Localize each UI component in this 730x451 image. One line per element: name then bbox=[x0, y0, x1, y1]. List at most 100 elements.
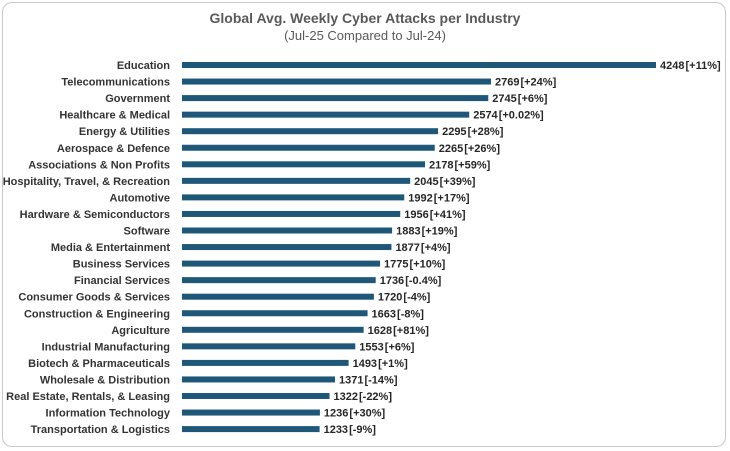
data-label-change: [ bbox=[468, 126, 472, 138]
bar bbox=[182, 376, 335, 383]
data-label-change: [ bbox=[685, 60, 689, 72]
data-label: 1736[-0.4%] bbox=[380, 275, 442, 287]
data-label-change-value: +41% bbox=[433, 209, 462, 221]
bar bbox=[182, 144, 435, 151]
data-label-value: 1628 bbox=[368, 325, 392, 337]
data-label-change: [ bbox=[440, 176, 444, 188]
data-label-value: 1720 bbox=[378, 292, 402, 304]
data-label-change: [ bbox=[349, 408, 353, 420]
data-label-value: 1553 bbox=[359, 341, 383, 353]
bar bbox=[182, 95, 489, 102]
category-label: Healthcare & Medical bbox=[59, 110, 170, 122]
bar bbox=[182, 227, 393, 234]
bar bbox=[182, 326, 364, 333]
data-label-change: [ bbox=[349, 424, 353, 436]
bar bbox=[182, 359, 349, 366]
category-label: Hospitality, Travel, & Recreation bbox=[3, 176, 171, 188]
data-label-value: 1322 bbox=[334, 391, 358, 403]
bar bbox=[182, 260, 381, 267]
data-label-value: 2295 bbox=[442, 126, 466, 138]
category-label: Automotive bbox=[110, 192, 171, 204]
data-label: 1883[+19%] bbox=[396, 226, 458, 238]
data-label-value: 1663 bbox=[372, 308, 396, 320]
data-label: 2769[+24%] bbox=[495, 77, 557, 89]
data-label-change: [ bbox=[422, 226, 426, 238]
data-label: 1720[-4%] bbox=[378, 292, 431, 304]
bar bbox=[182, 343, 356, 350]
data-label-change: [ bbox=[518, 93, 522, 105]
chart-subtitle: (Jul-25 Compared to Jul-24) bbox=[284, 28, 446, 43]
bar bbox=[182, 409, 320, 416]
data-label: 1663[-8%] bbox=[372, 308, 425, 320]
data-label-change: [ bbox=[421, 242, 425, 254]
data-label-change: [ bbox=[397, 308, 401, 320]
data-label-change-value: -8% bbox=[401, 308, 421, 320]
chart-title: Global Avg. Weekly Cyber Attacks per Ind… bbox=[209, 10, 521, 26]
data-label-change: [ bbox=[434, 192, 438, 204]
data-label-change-value: +11% bbox=[689, 60, 717, 72]
data-label-change: [ bbox=[385, 341, 389, 353]
data-label: 1233[-9%] bbox=[324, 424, 377, 436]
data-label-value: 1236 bbox=[324, 408, 348, 420]
category-label: Media & Entertainment bbox=[51, 242, 171, 254]
category-label: Construction & Engineering bbox=[24, 308, 170, 320]
category-label: Telecommunications bbox=[61, 77, 170, 89]
category-label: Real Estate, Rentals, & Leasing bbox=[6, 391, 170, 403]
data-label-value: 1877 bbox=[395, 242, 419, 254]
category-label: Financial Services bbox=[74, 275, 170, 287]
data-label-change: [ bbox=[403, 292, 407, 304]
data-label: 2045[+39%] bbox=[414, 176, 476, 188]
category-label: Associations & Non Profits bbox=[28, 159, 170, 171]
data-label-value: 1371 bbox=[339, 374, 363, 386]
category-label: Transportation & Logistics bbox=[31, 424, 170, 436]
data-label-change-value: +6% bbox=[388, 341, 411, 353]
data-label-change: [ bbox=[430, 209, 434, 221]
bar bbox=[182, 426, 320, 433]
data-label-change: [ bbox=[359, 391, 363, 403]
data-label-change: [ bbox=[455, 159, 459, 171]
category-label: Software bbox=[124, 226, 170, 238]
data-label: 1877[+4%] bbox=[395, 242, 450, 254]
chart-frame bbox=[2, 2, 726, 447]
data-label: 1628[+81%] bbox=[368, 325, 430, 337]
data-label-value: 1233 bbox=[324, 424, 348, 436]
bar bbox=[182, 277, 376, 284]
data-label-value: 2574 bbox=[473, 110, 498, 122]
data-label: 4248[+11%] bbox=[660, 60, 721, 72]
data-label-value: 1493 bbox=[353, 358, 377, 370]
category-label: Agriculture bbox=[111, 325, 170, 337]
data-label-value: 1883 bbox=[396, 226, 420, 238]
data-label: 1956[+41%] bbox=[404, 209, 466, 221]
data-label: 1775[+10%] bbox=[384, 259, 446, 271]
data-label-value: 2745 bbox=[492, 93, 516, 105]
data-label-change-value: +10% bbox=[413, 259, 442, 271]
data-label-change: [ bbox=[393, 325, 397, 337]
data-label-change-value: +6% bbox=[521, 93, 544, 105]
data-label-value: 1775 bbox=[384, 259, 408, 271]
category-label: Government bbox=[105, 93, 170, 105]
category-label: Industrial Manufacturing bbox=[42, 341, 170, 353]
data-label-change-value: +1% bbox=[382, 358, 405, 370]
data-label-value: 1736 bbox=[380, 275, 404, 287]
data-label: 1553[+6%] bbox=[359, 341, 414, 353]
data-label: 1493[+1%] bbox=[353, 358, 408, 370]
data-label-change-value: +24% bbox=[524, 77, 553, 89]
data-label-value: 2265 bbox=[439, 143, 463, 155]
data-label-change: [ bbox=[378, 358, 382, 370]
category-label: Wholesale & Distribution bbox=[40, 374, 170, 386]
data-label-change-value: -4% bbox=[407, 292, 427, 304]
bar bbox=[182, 128, 439, 135]
data-label-change-value: +0.02% bbox=[502, 110, 540, 122]
data-label: 1322[-22%] bbox=[334, 391, 393, 403]
data-label-change: [ bbox=[405, 275, 409, 287]
bar bbox=[182, 293, 374, 300]
category-label: Business Services bbox=[73, 259, 170, 271]
category-label: Hardware & Semiconductors bbox=[20, 209, 170, 221]
data-label-change-value: +17% bbox=[437, 192, 466, 204]
category-label: Aerospace & Defence bbox=[57, 143, 170, 155]
bar bbox=[182, 393, 330, 399]
data-label-value: 2045 bbox=[414, 176, 438, 188]
data-label-change-value: +19% bbox=[425, 226, 454, 238]
data-label-change-value: -9% bbox=[353, 424, 373, 436]
